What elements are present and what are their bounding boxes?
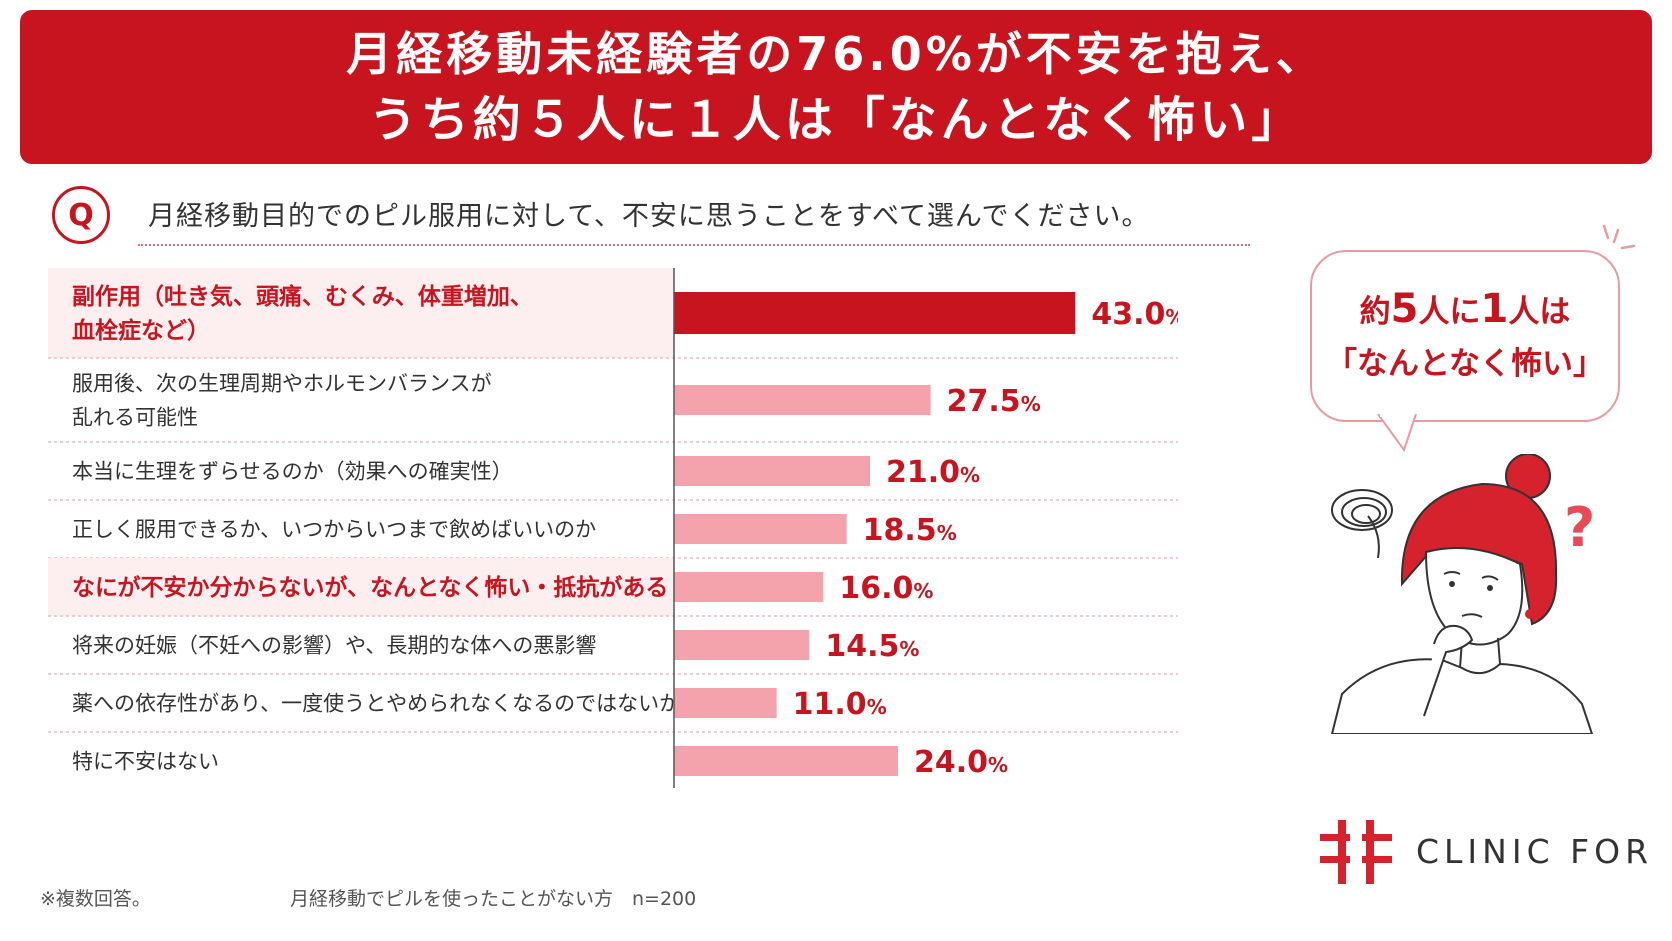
highlight-row-bg xyxy=(48,268,674,358)
value-label: 11.0% xyxy=(793,687,887,722)
bar xyxy=(674,385,931,415)
category-label: 薬への依存性があり、一度使うとやめられなくなるのではないか xyxy=(72,691,680,715)
value-unit: % xyxy=(960,463,980,487)
value-label: 27.5% xyxy=(947,384,1041,419)
question-row: Q 月経移動目的でのピル服用に対して、不安に思うことをすべて選んでください。 xyxy=(52,186,1250,250)
value-unit: % xyxy=(867,695,887,719)
value-unit: % xyxy=(899,637,919,661)
value-label: 18.5% xyxy=(863,513,957,548)
value-label: 21.0% xyxy=(886,455,980,490)
callout-line-1: 約5人に1人は xyxy=(1312,286,1618,332)
highlight-row-bg xyxy=(48,558,674,616)
category-label: 乱れる可能性 xyxy=(72,405,198,429)
question-divider xyxy=(138,244,1250,246)
value-label: 16.0% xyxy=(839,571,933,606)
value-unit: % xyxy=(913,579,933,603)
footnote: ※複数回答。 xyxy=(40,888,151,910)
svg-text:?: ? xyxy=(1564,496,1595,559)
bar xyxy=(674,456,870,486)
callout-mid: 人に xyxy=(1418,294,1481,330)
worried-woman-icon: ? xyxy=(1330,454,1595,734)
value-unit: % xyxy=(1165,305,1178,329)
question-text: 月経移動目的でのピル服用に対して、不安に思うことをすべて選んでください。 xyxy=(148,201,1150,232)
logo-text: CLINIC FOR xyxy=(1416,832,1653,871)
bar xyxy=(674,630,810,660)
callout-number-1: 5 xyxy=(1390,286,1419,332)
question-badge-icon: Q xyxy=(52,186,110,244)
headline-line-1: 月経移動未経験者の76.0%が不安を抱え、 xyxy=(346,27,1326,81)
speech-bubble: 約5人に1人は 「なんとなく怖い」 xyxy=(1310,250,1620,422)
value-label: 43.0% xyxy=(1091,297,1178,332)
value-unit: % xyxy=(937,521,957,545)
clinic-cross-logo-icon xyxy=(1320,820,1392,884)
category-label: 本当に生理をずらせるのか（効果への確実性） xyxy=(72,459,513,483)
emphasis-lines-icon xyxy=(1602,224,1636,250)
category-label: 血栓症など） xyxy=(72,317,210,344)
value-unit: % xyxy=(1021,392,1041,416)
bar xyxy=(674,746,898,776)
callout-number-2: 1 xyxy=(1480,286,1509,332)
category-label: 服用後、次の生理周期やホルモンバランスが xyxy=(72,371,492,395)
category-label: 将来の妊娠（不妊への影響）や、長期的な体への悪影響 xyxy=(72,633,596,657)
bar xyxy=(674,514,847,544)
speech-bubble-tail xyxy=(1377,414,1417,453)
category-label: 副作用（吐き気、頭痛、むくみ、体重増加、 xyxy=(72,283,533,310)
bar xyxy=(674,688,777,718)
category-label: 正しく服用できるか、いつからいつまで飲めばいいのか xyxy=(72,517,596,541)
callout-line-2: 「なんとなく怖い」 xyxy=(1325,346,1605,382)
callout-post: 人は xyxy=(1508,294,1571,330)
bar-chart: 副作用（吐き気、頭痛、むくみ、体重増加、血栓症など） 43.0% 服用後、次の生理周… xyxy=(48,268,1178,788)
value-label: 24.0% xyxy=(914,745,1008,780)
sample-note: 月経移動でピルを使ったことがない方 n=200 xyxy=(290,888,697,910)
category-label: 特に不安はない xyxy=(72,749,219,773)
callout-pre: 約 xyxy=(1359,294,1391,330)
bar xyxy=(674,292,1076,334)
value-label: 14.5% xyxy=(825,629,919,664)
bar xyxy=(674,572,824,602)
category-label: なにが不安か分からないが、なんとなく怖い・抵抗がある xyxy=(72,574,668,601)
headline-banner: 月経移動未経験者の76.0%が不安を抱え、 うち約５人に１人は「なんとなく怖い」 xyxy=(20,10,1652,164)
headline-line-2: うち約５人に１人は「なんとなく怖い」 xyxy=(368,92,1304,148)
value-unit: % xyxy=(988,753,1008,777)
